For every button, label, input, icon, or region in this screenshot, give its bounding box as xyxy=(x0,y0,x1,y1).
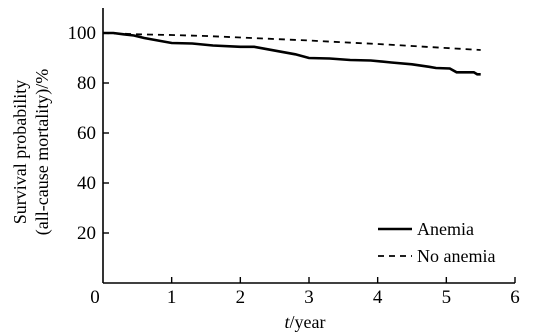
legend-label-anemia: Anemia xyxy=(417,219,474,239)
x-tick-label: 1 xyxy=(167,287,177,308)
series-layer xyxy=(102,31,481,76)
y-tick-label: 20 xyxy=(77,223,96,244)
y-axis-label: Survival probability (all-cause mortalit… xyxy=(10,69,53,235)
x-axis-label: t/year xyxy=(285,312,326,332)
y-tick-label: 80 xyxy=(77,73,96,94)
x-tick-label: 4 xyxy=(373,287,383,308)
x-tick-label: 0 xyxy=(90,287,100,308)
x-tick-label: 2 xyxy=(236,287,246,308)
axes: 0 1 2 3 4 5 6 20 40 60 80 100 xyxy=(68,8,520,308)
y-axis-label-line2: (all-cause mortality)/% xyxy=(32,69,53,235)
y-tick-label: 60 xyxy=(77,123,96,144)
legend: Anemia No anemia xyxy=(378,219,495,266)
x-tick-label: 3 xyxy=(304,287,314,308)
x-tick-label: 6 xyxy=(510,287,520,308)
x-tick-label: 5 xyxy=(442,287,452,308)
y-tick-label: 100 xyxy=(68,23,97,44)
anemia-series-line xyxy=(103,31,481,76)
no-anemia-series-line xyxy=(102,32,481,51)
legend-label-no-anemia: No anemia xyxy=(417,246,495,266)
y-axis-label-line1: Survival probability xyxy=(10,80,30,224)
y-tick-label: 40 xyxy=(77,173,96,194)
